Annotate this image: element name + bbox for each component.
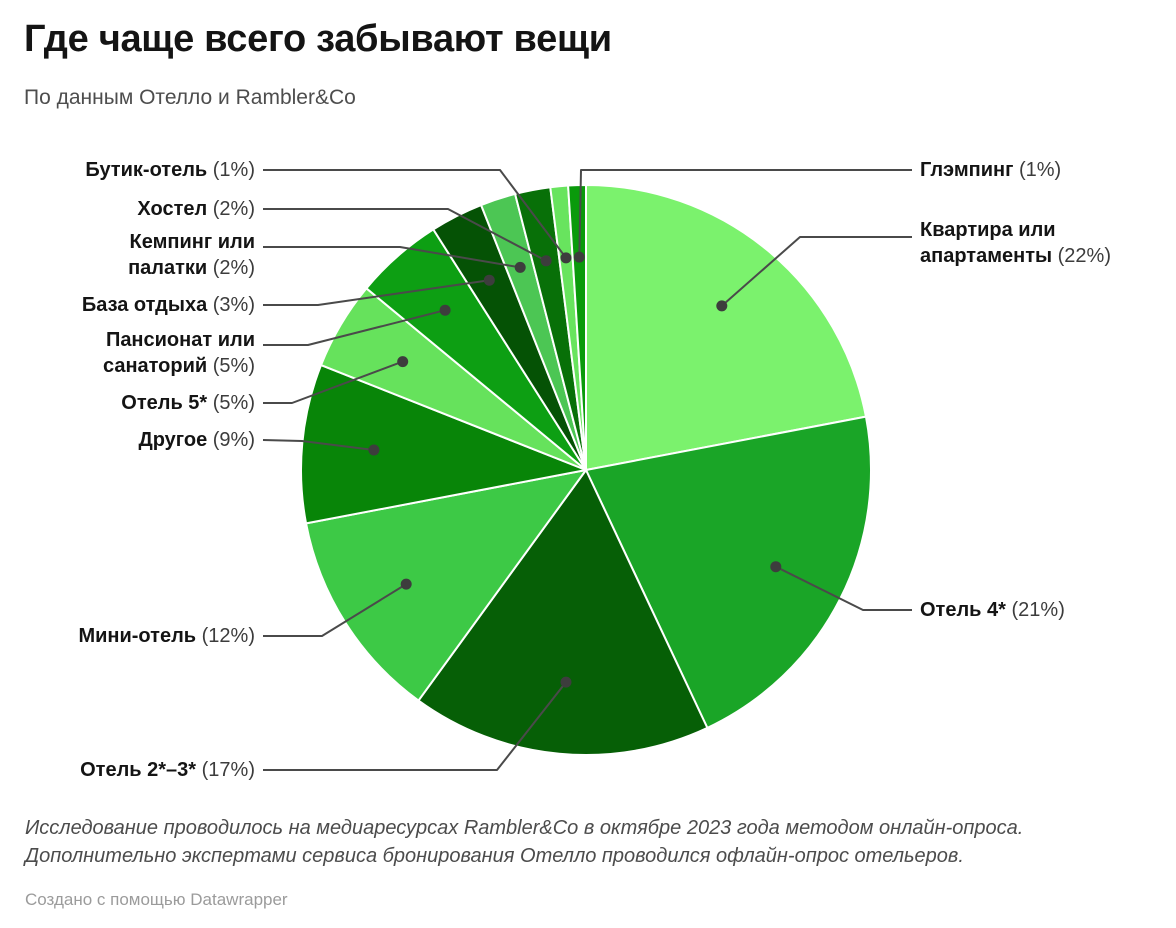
slice-label-kemping: Кемпинг или палатки (2%): [55, 229, 255, 281]
slice-label-glamping: Глэмпинг (1%): [920, 157, 1138, 183]
slice-label-text: Глэмпинг: [920, 159, 1014, 181]
connector-dot-hostel: [540, 255, 552, 267]
slice-label-kvartira: Квартира или апартаменты (22%): [920, 217, 1138, 269]
connector-line-pansionat: [263, 309, 446, 346]
connector-dot-drugoe: [368, 444, 380, 456]
slice-label-percent: (2%): [212, 198, 255, 220]
connector-dot-glamping: [573, 251, 585, 263]
slice-label-text: Мини-отель: [78, 625, 197, 647]
connector-line-butik: [263, 169, 567, 259]
pie-slice-otel23[interactable]: [417, 469, 709, 757]
connector-dot-kemping: [514, 261, 526, 273]
slice-label-text: Отель 2*–3*: [80, 759, 197, 781]
slice-label-butik: Бутик-отель (1%): [55, 157, 255, 183]
slice-label-text: Бутик-отель: [85, 159, 208, 181]
chart-footnote: Исследование проводилось на медиаресурса…: [25, 817, 1024, 868]
slice-label-percent: (22%): [1057, 245, 1111, 267]
credit-prefix: Создано с помощью: [25, 890, 186, 909]
chart-subtitle: По данным Отелло и Rambler&Co: [24, 86, 356, 109]
pie-slice-drugoe[interactable]: [300, 364, 587, 525]
slice-label-otel5: Отель 5* (5%): [55, 390, 255, 416]
slice-label-percent: (1%): [212, 159, 255, 181]
connector-line-otel4: [775, 565, 912, 611]
slice-label-percent: (3%): [212, 294, 255, 316]
connector-dot-baza: [483, 274, 495, 286]
slice-label-text: Пансионат или санаторий: [102, 329, 255, 377]
slice-label-percent: (1%): [1018, 159, 1062, 181]
slice-label-otel4: Отель 4* (21%): [920, 597, 1138, 623]
connector-dot-otel4: [770, 561, 782, 573]
slice-label-percent: (21%): [1011, 599, 1065, 621]
slice-label-text: Кемпинг или палатки: [128, 231, 255, 279]
slice-label-percent: (9%): [212, 429, 255, 451]
connector-line-baza: [263, 279, 490, 306]
connector-line-drugoe: [262, 439, 375, 451]
chart-title: Где чаще всего забывают вещи: [24, 18, 612, 60]
slice-label-text: Отель 5*: [121, 392, 208, 414]
connector-line-glamping: [578, 169, 912, 258]
connector-line-hostel: [263, 208, 547, 262]
slice-label-percent: (17%): [201, 759, 255, 781]
connector-dot-butik: [560, 252, 572, 264]
credit-line: Создано с помощью Datawrapper: [25, 890, 288, 910]
slice-label-percent: (5%): [212, 392, 255, 414]
slice-label-text: Квартира или апартаменты: [920, 219, 1056, 267]
slice-label-pansionat: Пансионат или санаторий (5%): [55, 327, 255, 379]
datawrapper-link[interactable]: Datawrapper: [190, 890, 288, 909]
connector-line-mini: [263, 583, 407, 637]
slice-label-text: База отдыха: [81, 294, 208, 316]
connector-line-otel5: [263, 360, 404, 404]
slice-label-baza: База отдыха (3%): [55, 292, 255, 318]
connector-dot-mini: [400, 578, 412, 590]
pie-slice-kvartira[interactable]: [585, 184, 867, 471]
connector-line-otel23: [263, 681, 567, 771]
slice-label-percent: (5%): [212, 355, 255, 377]
slice-label-percent: (2%): [212, 257, 255, 279]
slice-label-text: Отель 4*: [920, 599, 1006, 621]
connector-dot-kvartira: [716, 300, 728, 312]
connector-dot-otel5: [397, 356, 409, 368]
slice-label-hostel: Хостел (2%): [55, 196, 255, 222]
slice-label-text: Хостел: [137, 198, 208, 220]
slice-label-mini: Мини-отель (12%): [55, 623, 255, 649]
connector-line-kvartira: [721, 236, 912, 307]
slice-label-percent: (12%): [201, 625, 255, 647]
slice-label-text: Другое: [138, 429, 208, 451]
connector-dot-otel23: [560, 676, 572, 688]
slice-label-drugoe: Другое (9%): [55, 427, 255, 453]
connector-dot-pansionat: [439, 304, 451, 316]
slice-label-otel23: Отель 2*–3* (17%): [55, 757, 255, 783]
connector-line-kemping: [263, 246, 521, 269]
